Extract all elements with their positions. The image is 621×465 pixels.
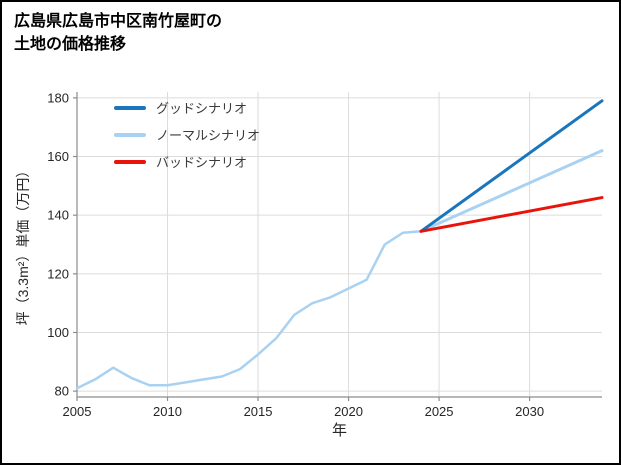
x-tick-label: 2015 xyxy=(244,404,273,419)
series-normal-scenario xyxy=(419,149,604,233)
x-axis-label: 年 xyxy=(332,422,347,439)
x-tick-label: 2010 xyxy=(153,404,182,419)
y-tick-label: 160 xyxy=(47,149,69,164)
chart-title-line2: 土地の価格推移 xyxy=(14,36,127,54)
x-tick-label: 2025 xyxy=(425,404,454,419)
x-tick-label: 2005 xyxy=(63,404,92,419)
series-good-scenario xyxy=(419,99,604,233)
chart-legend: グッドシナリオ ノーマルシナリオ バッドシナリオ xyxy=(114,94,260,175)
y-tick-label: 80 xyxy=(55,384,69,399)
bad-scenario-label: バッドシナリオ xyxy=(156,155,248,170)
bad-scenario-line-swatch xyxy=(114,159,146,164)
chart-title-line1: 広島県広島市中区南竹屋町の xyxy=(14,13,223,30)
y-tick-label: 180 xyxy=(47,90,69,105)
y-tick-label: 100 xyxy=(47,325,69,340)
x-tick-label: 2030 xyxy=(515,404,544,419)
y-tick-label: 140 xyxy=(47,208,69,223)
normal-scenario-label: ノーマルシナリオ xyxy=(156,128,261,143)
y-tick-label: 120 xyxy=(47,266,69,281)
legend-item-normal-scenario: ノーマルシナリオ xyxy=(114,121,260,148)
legend-item-good-scenario: グッドシナリオ xyxy=(114,94,260,121)
good-scenario-label: グッドシナリオ xyxy=(156,101,248,116)
chart-title: 広島県広島市中区南竹屋町の 土地の価格推移 xyxy=(14,10,222,56)
series-historical xyxy=(75,230,423,390)
legend-item-bad-scenario: バッドシナリオ xyxy=(114,148,260,175)
normal-scenario-line-swatch xyxy=(114,132,146,137)
series-bad-scenario xyxy=(419,196,604,233)
good-scenario-line-swatch xyxy=(114,105,146,110)
x-tick-label: 2020 xyxy=(334,404,363,419)
y-axis-label: 坪（3.3m²）単価（万円） xyxy=(15,164,31,326)
